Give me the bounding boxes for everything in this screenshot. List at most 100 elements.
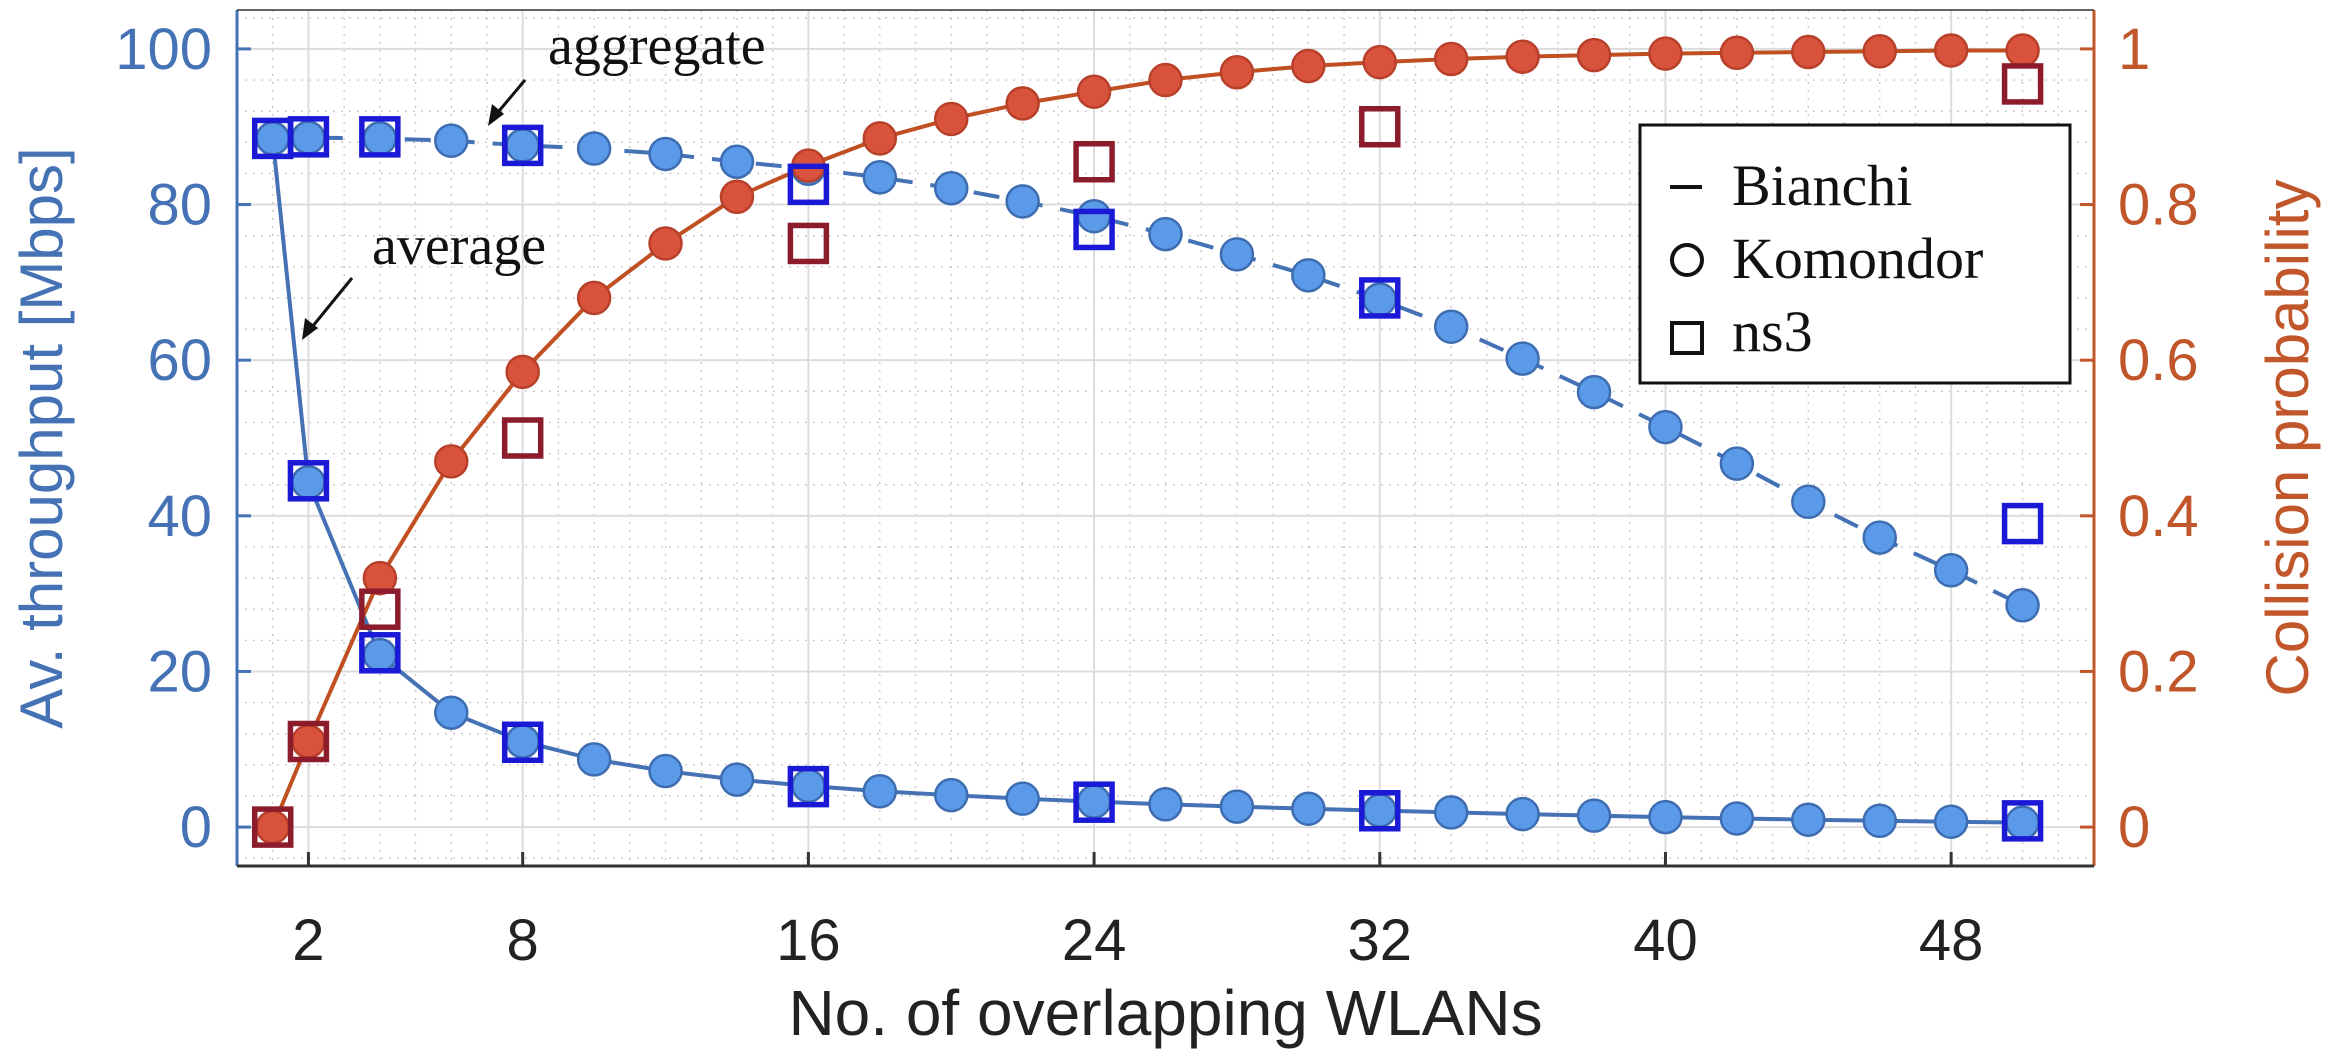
- collision-point: [862, 121, 898, 156]
- ns3-aggregate-point: [2001, 502, 2044, 545]
- aggregate-point: [1291, 258, 1326, 293]
- aggregate-point: [1148, 216, 1183, 252]
- collision-point: [1505, 39, 1540, 74]
- y-tick-label: 80: [147, 173, 212, 238]
- y2-tick-label: 0: [2118, 795, 2150, 860]
- ns3-aggregate-point: [787, 163, 830, 206]
- aggregate-point: [2005, 588, 2040, 623]
- ns3-aggregate-point: [1359, 277, 1401, 319]
- x-tick-label: 40: [1633, 908, 1698, 973]
- series-layer: [251, 33, 2044, 848]
- aggregate-point: [505, 128, 540, 163]
- ns3-average-point: [1073, 781, 1115, 823]
- x-axis-title: No. of overlapping WLANs: [788, 977, 1542, 1049]
- ns3-collision-point: [501, 417, 544, 459]
- aggregate-point: [576, 131, 612, 166]
- collision-point: [1005, 86, 1040, 121]
- average-point: [2005, 805, 2040, 840]
- ns3-collision-point: [359, 588, 401, 630]
- average-point: [434, 695, 469, 730]
- x-tick-label: 2: [292, 908, 324, 973]
- aggregate-point: [1505, 341, 1540, 376]
- y-tick-label: 100: [115, 17, 212, 82]
- aggregate-point: [1005, 184, 1040, 219]
- legend-label: Bianchi: [1732, 153, 1912, 218]
- average-point: [1362, 793, 1398, 828]
- annotation-arrow-average: [306, 277, 354, 333]
- average-point: [1076, 784, 1112, 819]
- average-point: [1291, 791, 1326, 826]
- ns3-average-point: [2001, 800, 2044, 842]
- aggregate-point: [862, 160, 898, 195]
- y2-tick-label: 0.4: [2118, 484, 2199, 549]
- ns3-collision-point: [1359, 105, 1401, 148]
- aggregate-point: [1219, 237, 1255, 272]
- y-tick-label: 20: [147, 639, 212, 704]
- collision-point: [362, 560, 398, 596]
- y2-tick-label: 0.6: [2118, 328, 2199, 393]
- average-point: [1433, 795, 1469, 830]
- y-tick-label: 60: [147, 328, 212, 393]
- collision-point: [255, 809, 290, 845]
- collision-point: [1291, 48, 1326, 84]
- aggregate-point: [1648, 409, 1683, 445]
- ns3-average-point: [359, 632, 401, 674]
- collision-point: [1362, 44, 1398, 80]
- y-axis-title: Av. throughput [Mbps]: [8, 147, 75, 728]
- x-tick-label: 24: [1062, 908, 1127, 973]
- y-tick-label: 0: [180, 795, 212, 860]
- collision-point: [2005, 33, 2040, 68]
- average-point: [862, 774, 898, 809]
- legend-square-icon: [1670, 321, 1704, 355]
- collision-point: [933, 101, 969, 137]
- average-point: [576, 742, 612, 777]
- average-point: [1791, 802, 1826, 837]
- legend: Bianchi Komondor ns3: [1638, 123, 2072, 385]
- aggregate-point: [434, 123, 469, 158]
- ns3-aggregate-point: [359, 116, 401, 158]
- average-point: [255, 121, 290, 156]
- average-point: [648, 753, 683, 789]
- aggregate-point: [648, 136, 683, 172]
- average-point: [1005, 781, 1040, 816]
- collision-point: [505, 354, 540, 390]
- average-point: [291, 465, 326, 500]
- ns3-collision-point: [1073, 140, 1115, 183]
- aggregate-point: [1862, 520, 1897, 555]
- average-point: [1148, 787, 1183, 822]
- annotation-arrowhead-average: [302, 318, 318, 340]
- average-point: [719, 762, 755, 797]
- annotation-arrowhead-aggregate: [488, 104, 504, 126]
- average-point: [1505, 796, 1540, 832]
- ns3-aggregate-point: [1073, 208, 1115, 251]
- average-point: [933, 777, 969, 813]
- ns3-collision-point: [787, 222, 830, 265]
- average-point: [1862, 803, 1897, 839]
- annotation-average: average: [372, 215, 546, 277]
- legend-box: [1638, 123, 2072, 385]
- ns3-average-point: [1359, 789, 1401, 832]
- aggregate-point: [1576, 374, 1612, 410]
- aggregate-point: [1076, 198, 1112, 234]
- ns3-average-point: [287, 460, 330, 502]
- aggregate-point: [291, 120, 326, 155]
- y2-axis-title: Collision probability: [2254, 180, 2321, 697]
- average-point: [1933, 804, 1969, 839]
- axes-layer: [235, 9, 2096, 868]
- aggregate-point: [933, 170, 969, 206]
- average-point: [1648, 799, 1683, 835]
- legend-circle-icon: [1670, 243, 1704, 277]
- text-layer: 2 8 16 24 32 40 48 0 20 40 60 80 100 0 0.2 0.4 0.6 0.8 1 No…: [8, 15, 2321, 1049]
- x-tick-label: 48: [1919, 908, 1984, 973]
- ns3-aggregate-point: [287, 116, 330, 158]
- aggregate-point: [1362, 282, 1398, 317]
- average-point: [1219, 789, 1255, 824]
- x-tick-label: 32: [1348, 908, 1413, 973]
- x-tick-label: 16: [776, 908, 841, 973]
- legend-label: Komondor: [1732, 226, 1983, 291]
- y2-tick-label: 1: [2118, 17, 2150, 82]
- collision-point: [434, 444, 469, 479]
- collision-point: [1933, 33, 1969, 68]
